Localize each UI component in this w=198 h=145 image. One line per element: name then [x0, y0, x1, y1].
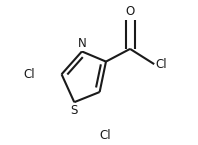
Text: N: N [77, 37, 86, 50]
Text: Cl: Cl [99, 129, 110, 142]
Text: Cl: Cl [23, 68, 35, 81]
Text: O: O [126, 5, 135, 18]
Text: S: S [70, 104, 78, 117]
Text: Cl: Cl [156, 58, 167, 71]
